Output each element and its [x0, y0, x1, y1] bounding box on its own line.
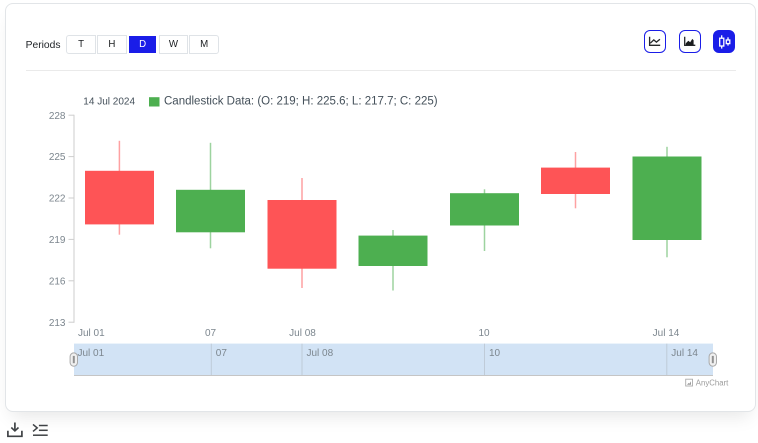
- svg-text:14 Jul 2024: 14 Jul 2024: [83, 97, 135, 108]
- svg-text:213: 213: [49, 318, 66, 329]
- svg-text:222: 222: [49, 194, 66, 205]
- svg-text:07: 07: [205, 328, 217, 339]
- svg-text:216: 216: [49, 276, 66, 287]
- svg-text:10: 10: [478, 328, 490, 339]
- svg-text:Jul 01: Jul 01: [78, 348, 105, 359]
- svg-text:Periods: Periods: [26, 40, 61, 51]
- svg-text:Jul 08: Jul 08: [289, 328, 316, 339]
- svg-text:Jul 14: Jul 14: [671, 348, 698, 359]
- svg-text:Jul 08: Jul 08: [307, 348, 334, 359]
- svg-text:Jul 14: Jul 14: [653, 328, 680, 339]
- svg-text:AnyChart: AnyChart: [696, 378, 729, 387]
- svg-text:225: 225: [49, 152, 66, 163]
- svg-text:Candlestick Data: (O: 219; H:: Candlestick Data: (O: 219; H: 225.6; L: …: [164, 96, 438, 108]
- svg-text:07: 07: [216, 348, 228, 359]
- svg-text:219: 219: [49, 235, 66, 246]
- svg-text:Jul 01: Jul 01: [78, 328, 105, 339]
- svg-text:10: 10: [489, 348, 501, 359]
- svg-text:228: 228: [49, 111, 66, 122]
